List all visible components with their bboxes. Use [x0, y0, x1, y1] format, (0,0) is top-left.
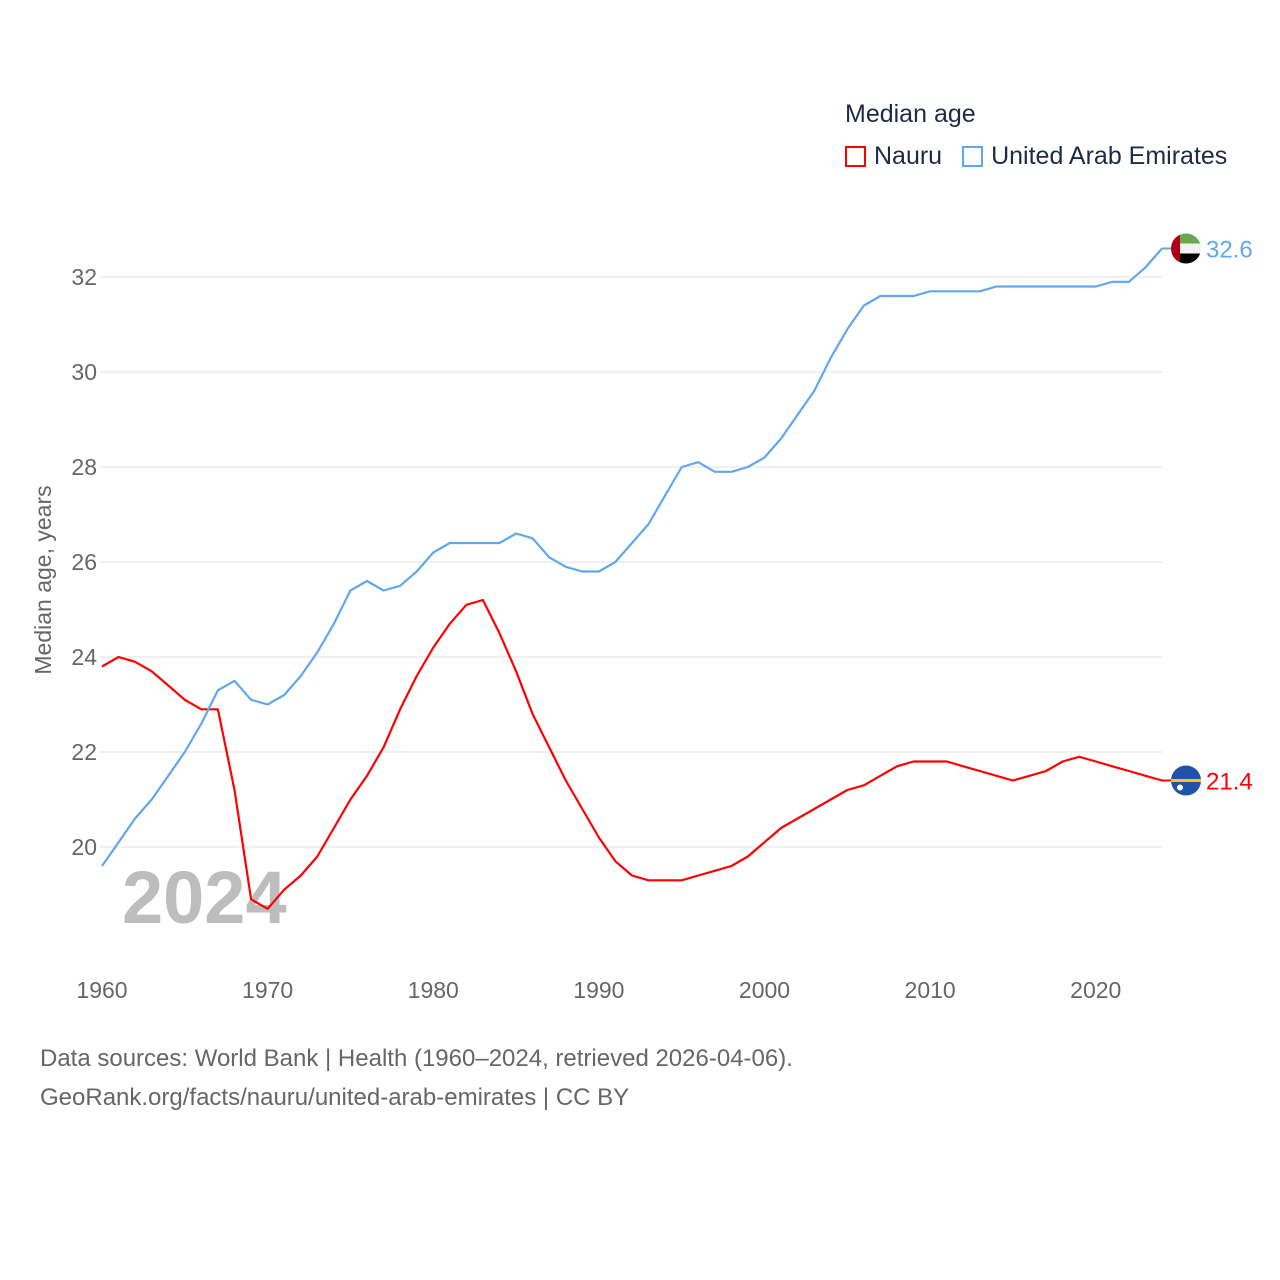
legend-title: Median age	[845, 100, 976, 128]
y-tick-label: 30	[71, 359, 97, 385]
year-watermark: 2024	[122, 856, 287, 939]
y-tick-label: 22	[71, 739, 97, 765]
legend-swatch-uae	[962, 146, 984, 167]
x-tick-label: 2010	[905, 977, 956, 1003]
flag-stripe	[1171, 779, 1201, 782]
legend-label: Nauru	[874, 142, 943, 170]
y-tick-label: 32	[71, 264, 97, 290]
x-tick-label: 1980	[408, 977, 459, 1003]
source-link[interactable]: GeoRank.org/facts/nauru/united-arab-emir…	[40, 1084, 630, 1111]
flag-stripe	[1171, 233, 1180, 264]
end-value-label: 32.6	[1206, 237, 1253, 264]
flag-stripe	[1171, 243, 1201, 254]
x-tick-label: 2000	[739, 977, 790, 1003]
legend-item-nauru[interactable]: Nauru	[845, 142, 942, 171]
x-tick-label: 1960	[76, 977, 127, 1003]
series-line-uae	[101, 247, 1163, 867]
x-tick-label: 1970	[242, 977, 293, 1003]
end-value-label: 21.4	[1206, 769, 1253, 796]
x-tick-label: 2020	[1070, 977, 1121, 1003]
legend-label: United Arab Emirates	[991, 142, 1228, 170]
legend-item-uae[interactable]: United Arab Emirates	[962, 142, 1227, 171]
x-tick-label: 1990	[573, 977, 624, 1003]
y-tick-label: 24	[71, 644, 97, 670]
series-line-nauru	[101, 598, 1163, 910]
y-tick-label: 28	[71, 454, 97, 480]
flag-stripe	[1171, 233, 1201, 244]
y-axis-label: Median age, years	[30, 485, 56, 674]
flag-stripe	[1171, 253, 1201, 264]
legend-swatch-nauru	[845, 146, 866, 167]
flag-star	[1177, 784, 1183, 791]
y-tick-label: 20	[71, 834, 97, 860]
y-tick-label: 26	[71, 549, 97, 575]
legend: Nauru United Arab Emirates	[845, 142, 1247, 171]
source-text: Data sources: World Bank | Health (1960–…	[40, 1045, 793, 1072]
